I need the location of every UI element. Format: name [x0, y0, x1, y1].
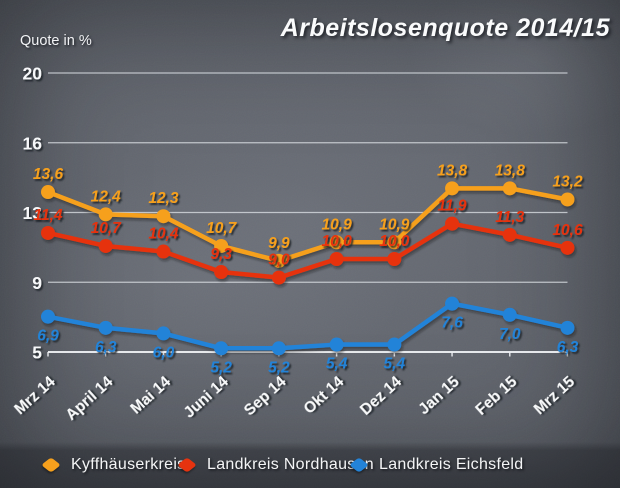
data-point-label: 12,3	[148, 190, 179, 207]
data-point-label: 7,0	[499, 326, 521, 343]
x-tick-label: Okt 14	[301, 373, 348, 418]
x-tick-label: Feb 15	[473, 373, 521, 419]
nordhausen-diamond-icon	[177, 457, 197, 473]
y-tick-label: 5	[32, 343, 42, 363]
data-point	[214, 341, 229, 356]
data-point	[41, 309, 55, 324]
data-point	[41, 225, 55, 240]
data-point	[502, 307, 517, 322]
data-point-label: 13,8	[437, 162, 468, 179]
data-point	[271, 270, 286, 285]
legend-label: Landkreis Eichsfeld	[379, 456, 524, 473]
data-point-label: 10,7	[91, 220, 123, 237]
series-layer	[41, 181, 575, 356]
data-point	[387, 235, 402, 250]
y-axis-label: Quote in %	[20, 33, 92, 49]
data-point-label: 10,0	[379, 233, 410, 250]
data-point-label: 10,9	[379, 216, 410, 233]
x-tick-label: Juni 14	[181, 373, 232, 422]
x-axis-layer: Mrz 14 April 14 Mai 14 Juni 14 Sep 14 Okt 14 D…	[11, 373, 578, 424]
data-point-label: 6,3	[95, 339, 117, 356]
data-point-label: 6,9	[37, 328, 59, 345]
data-point-label: 10,7	[206, 220, 238, 237]
data-point-label: 5,4	[326, 356, 348, 373]
data-point-label: 5,2	[268, 359, 290, 376]
x-tick-label: Sep 14	[241, 373, 290, 419]
data-point-label: 5,4	[384, 356, 406, 373]
chart-title: Arbeitslosenquote 2014/15	[280, 14, 610, 42]
data-point-label: 10,6	[552, 222, 583, 239]
eichsfeld-diamond-icon	[349, 457, 369, 473]
data-point-label: 13,6	[33, 166, 64, 183]
legend-item-nordhausen: Landkreis Nordhausen	[177, 456, 374, 474]
x-tick-label: Mrz 15	[531, 373, 579, 418]
data-point	[560, 240, 575, 255]
series-Kyffhäuserkreis	[41, 181, 575, 268]
data-point	[214, 238, 229, 253]
data-point-label: 13,2	[552, 173, 583, 190]
data-point	[214, 265, 229, 280]
series-line	[45, 301, 570, 351]
data-point-label: 6,0	[153, 344, 175, 361]
series-Landkreis Eichsfeld	[41, 296, 575, 356]
data-point	[271, 253, 286, 268]
data-point	[156, 209, 171, 224]
data-point-label: 10,0	[322, 233, 353, 250]
legend-item-kyffhaeuserkreis: Kyffhäuserkreis	[41, 456, 186, 474]
data-point	[41, 185, 55, 200]
data-point	[445, 296, 460, 311]
data-point	[329, 252, 344, 266]
data-point	[156, 244, 171, 259]
data-point	[98, 207, 113, 222]
kyffhaeuserkreis-diamond-icon	[41, 457, 61, 473]
data-point	[156, 326, 171, 341]
data-point	[445, 181, 460, 196]
data-point-label: 9,0	[268, 252, 290, 269]
y-tick-label: 20	[23, 64, 43, 84]
data-point	[502, 227, 517, 242]
data-point-label: 11,4	[33, 207, 62, 224]
data-point	[98, 238, 113, 253]
data-point-label: 5,2	[210, 359, 232, 376]
legend-item-eichsfeld: Landkreis Eichsfeld	[349, 456, 524, 474]
data-point	[560, 320, 575, 335]
x-tick-label: April 14	[63, 373, 117, 424]
y-tick-label: 16	[23, 133, 43, 153]
data-point	[502, 181, 517, 196]
data-point-label: 13,8	[495, 162, 526, 179]
data-point	[560, 192, 575, 207]
legend-label: Landkreis Nordhausen	[207, 456, 374, 473]
data-point	[329, 235, 344, 250]
y-tick-label: 13	[23, 203, 43, 223]
legend-label: Kyffhäuserkreis	[71, 456, 186, 473]
data-point	[387, 337, 402, 352]
x-tick-label: Mrz 14	[11, 373, 59, 418]
x-tick-label: Jan 15	[415, 373, 463, 418]
data-point-label: 9,3	[210, 246, 232, 263]
data-point	[329, 337, 344, 352]
data-point-label: 11,3	[495, 209, 524, 226]
data-point	[445, 216, 460, 231]
data-point-label: 11,9	[438, 198, 467, 215]
data-point	[387, 252, 402, 266]
x-tick-label: Mai 14	[128, 373, 175, 418]
series-line	[45, 221, 570, 280]
data-point-label: 10,4	[148, 226, 179, 243]
data-point	[98, 320, 113, 335]
data-point-label: 7,6	[441, 315, 463, 332]
y-tick-label: 9	[32, 273, 42, 293]
data-point-label: 10,9	[322, 216, 353, 233]
x-tick-label: Dez 14	[357, 373, 405, 419]
data-point	[271, 341, 286, 356]
data-point-label: 9,9	[268, 235, 290, 252]
data-point-label: 6,3	[557, 339, 579, 356]
series-Landkreis Nordhausen	[41, 216, 575, 285]
legend-band: Kyffhäuserkreis Landkreis Nordhausen Lan…	[0, 442, 620, 488]
data-label-layer: 13,6 12,4 12,3 10,7 9,9 10,9 10,9 13,8 13,8 13,2 1…	[33, 162, 583, 376]
data-point-label: 12,4	[91, 188, 122, 205]
series-line	[45, 186, 570, 264]
